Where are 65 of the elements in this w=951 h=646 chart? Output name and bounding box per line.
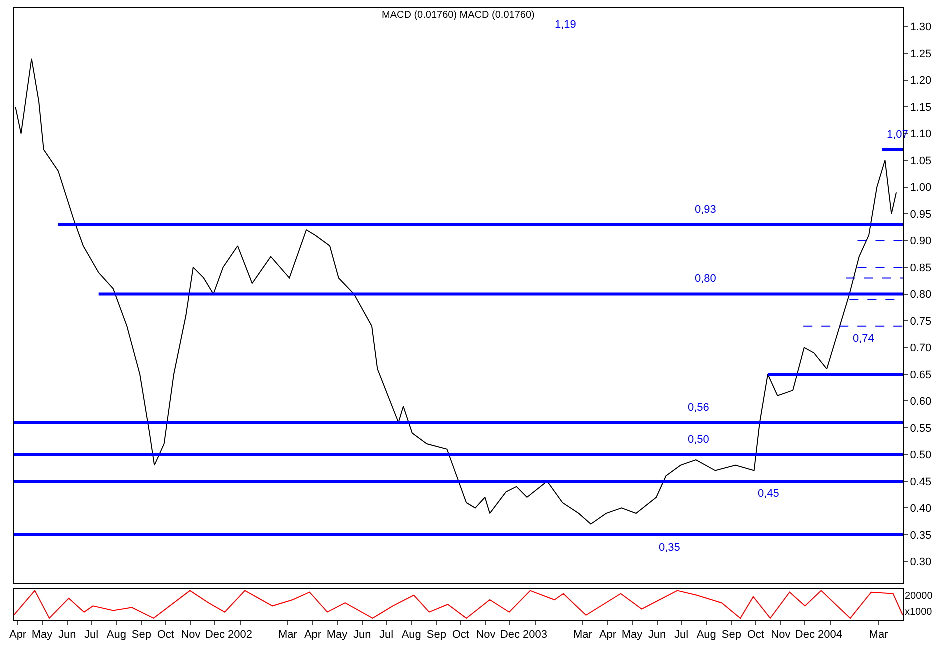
y-tick-label: 1.00 xyxy=(910,182,932,194)
x-tick-label: Apr xyxy=(304,629,322,642)
x-tick-label: Sep xyxy=(722,629,742,642)
y-tick-label: 0.55 xyxy=(910,422,932,435)
x-tick-label: Dec xyxy=(205,629,226,642)
x-tick-label: May xyxy=(32,629,54,642)
x-tick-label: Oct xyxy=(452,629,470,642)
x-tick-label: Jun xyxy=(648,629,666,642)
text: 20000 xyxy=(905,591,934,602)
y-tick-label: 0.30 xyxy=(910,556,932,569)
y-tick-label: 0.40 xyxy=(910,503,932,516)
annotation: 0,35 xyxy=(659,542,680,554)
y-tick-label: 1.30 xyxy=(910,22,932,34)
y-tick-label: 1.05 xyxy=(910,155,932,168)
x-tick-label: Sep xyxy=(132,629,152,642)
x-tick-label: Oct xyxy=(747,629,764,642)
annotation: 0,45 xyxy=(758,488,780,500)
annotation: 0,93 xyxy=(695,204,716,216)
y-tick-label: 1.25 xyxy=(910,48,932,60)
y-tick-label: 0.85 xyxy=(910,262,932,274)
x-tick-label: 2004 xyxy=(818,629,842,642)
x-tick-label: 2003 xyxy=(523,629,548,642)
x-tick-label: Oct xyxy=(157,629,175,642)
y-tick-label: 0.35 xyxy=(910,530,932,542)
text: x1000 xyxy=(905,607,933,618)
x-tick-label: Nov xyxy=(181,629,202,642)
x-tick-label: Mar xyxy=(869,629,889,642)
y-tick-label: 0.60 xyxy=(910,396,932,408)
x-tick-label: Apr xyxy=(9,629,27,642)
x-tick-label: Sep xyxy=(426,629,446,642)
y-tick-label: 0.45 xyxy=(910,476,932,488)
x-tick-label: Apr xyxy=(599,629,617,642)
y-tick-label: 1.20 xyxy=(910,75,932,88)
x-tick-label: Dec xyxy=(795,629,816,642)
annotation: 0,50 xyxy=(688,434,710,446)
x-tick-label: Nov xyxy=(771,629,792,642)
x-tick-label: May xyxy=(326,629,348,642)
x-tick-label: Dec xyxy=(500,629,520,642)
x-tick-label: Jul xyxy=(674,629,689,642)
chart-title: MACD (0.01760) MACD (0.01760) xyxy=(382,10,535,21)
y-tick-label: 0.70 xyxy=(910,342,932,355)
annotation: 0,56 xyxy=(688,402,710,414)
x-tick-label: Jul xyxy=(84,629,99,642)
x-tick-label: May xyxy=(622,629,644,642)
x-tick-label: Mar xyxy=(573,629,593,642)
annotation: 0,80 xyxy=(695,273,716,285)
annotation: 1,19 xyxy=(555,19,576,31)
y-tick-label: 0.65 xyxy=(910,369,932,382)
x-tick-label: Aug xyxy=(696,629,716,642)
y-tick-label: 0.80 xyxy=(910,289,932,302)
x-tick-label: Jul xyxy=(380,629,394,642)
y-tick-label: 1.10 xyxy=(910,128,932,141)
annotation: 0,74 xyxy=(853,333,874,345)
x-tick-label: Nov xyxy=(476,629,496,642)
x-tick-label: Jun xyxy=(58,629,76,642)
y-tick-label: 1.15 xyxy=(910,102,932,114)
x-tick-label: Aug xyxy=(402,629,422,642)
y-tick-label: 0.95 xyxy=(910,208,932,221)
x-tick-label: Mar xyxy=(278,629,298,642)
y-tick-label: 0.90 xyxy=(910,236,932,248)
y-tick-label: 0.75 xyxy=(910,316,932,328)
y-tick-label: 0.50 xyxy=(910,450,932,462)
x-tick-label: 2002 xyxy=(228,629,253,642)
x-tick-label: Aug xyxy=(106,629,126,642)
x-tick-label: Jun xyxy=(353,629,372,642)
